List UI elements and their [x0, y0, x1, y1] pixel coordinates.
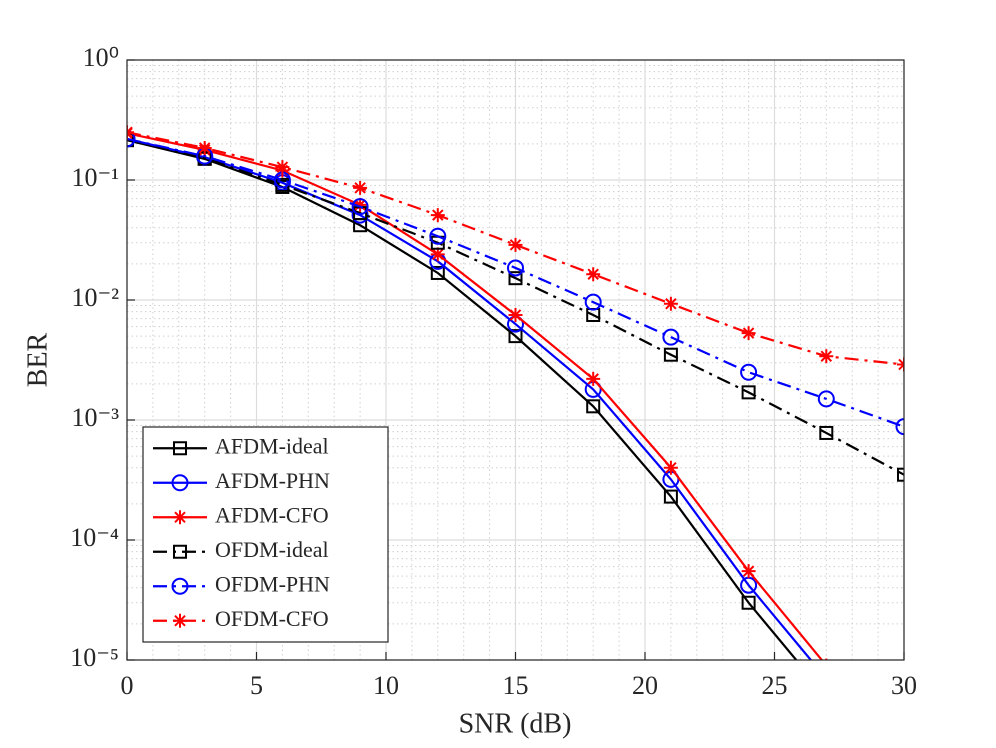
x-tick-label: 10 — [373, 671, 399, 700]
marker — [819, 349, 834, 364]
x-tick-label: 5 — [250, 671, 263, 700]
marker — [663, 347, 678, 362]
x-tick-label: 0 — [121, 671, 134, 700]
legend-box — [142, 426, 389, 643]
marker — [197, 140, 212, 155]
marker — [507, 259, 524, 277]
marker — [430, 265, 445, 280]
x-tick-label: 25 — [762, 671, 788, 700]
marker — [508, 271, 523, 286]
marker — [171, 474, 189, 492]
marker — [741, 564, 756, 579]
marker — [173, 544, 187, 559]
legend-label: AFDM-CFO — [215, 502, 329, 527]
marker — [741, 326, 756, 341]
y-axis-label: BER — [22, 332, 53, 387]
marker — [819, 425, 834, 440]
y-tick-label: 10⁻⁴ — [70, 523, 119, 552]
marker — [127, 130, 136, 148]
marker — [586, 371, 601, 386]
marker — [662, 328, 680, 346]
x-tick-label: 30 — [891, 671, 917, 700]
marker — [508, 237, 523, 252]
legend-label: OFDM-CFO — [215, 606, 329, 631]
marker — [351, 198, 369, 216]
marker — [430, 247, 445, 262]
marker — [430, 208, 445, 223]
marker — [275, 160, 290, 175]
marker — [171, 577, 189, 595]
y-tick-label: 10⁰ — [83, 43, 119, 72]
x-tick-label: 15 — [503, 671, 529, 700]
x-axis-label: SNR (dB) — [459, 708, 572, 739]
y-tick-label: 10⁻³ — [71, 403, 119, 432]
marker — [584, 293, 602, 311]
marker — [895, 418, 904, 436]
legend-label: AFDM-PHN — [215, 468, 330, 493]
legend: AFDM-ideal AFDM-PHN AFDM-CFO OFDM-ideal OFDM… — [142, 426, 389, 643]
marker — [429, 227, 447, 245]
series-line — [127, 137, 904, 428]
x-tick-label: 20 — [632, 671, 658, 700]
marker — [353, 197, 368, 212]
legend-label: AFDM-ideal — [215, 433, 329, 458]
marker — [663, 489, 678, 504]
marker — [586, 399, 601, 414]
marker — [586, 267, 601, 282]
marker — [173, 613, 187, 628]
marker — [741, 595, 756, 610]
marker — [173, 510, 187, 525]
marker — [663, 296, 678, 311]
series-line — [127, 132, 824, 660]
series-line — [127, 139, 904, 476]
marker — [897, 467, 904, 482]
y-tick-label: 10⁻² — [71, 283, 119, 312]
marker — [663, 460, 678, 475]
y-tick-label: 10⁻⁵ — [70, 643, 119, 672]
marker — [508, 329, 523, 344]
series-line — [127, 139, 798, 660]
marker — [740, 363, 758, 381]
marker — [820, 690, 832, 702]
ticks: 10⁻⁵ 10⁻⁴ 10⁻³ 10⁻² 10⁻¹ 10⁰ 0 5 10 15 20 25 30 — [70, 43, 917, 700]
marker — [173, 441, 187, 456]
marker — [817, 390, 835, 408]
marker — [353, 180, 368, 195]
marker — [741, 385, 756, 400]
series-line — [127, 137, 813, 660]
legend-label: OFDM-ideal — [215, 537, 329, 562]
series-layer — [127, 125, 904, 702]
legend-label: OFDM-PHN — [215, 571, 330, 596]
y-tick-label: 10⁻¹ — [71, 163, 119, 192]
marker — [508, 307, 523, 322]
marker — [819, 671, 834, 686]
